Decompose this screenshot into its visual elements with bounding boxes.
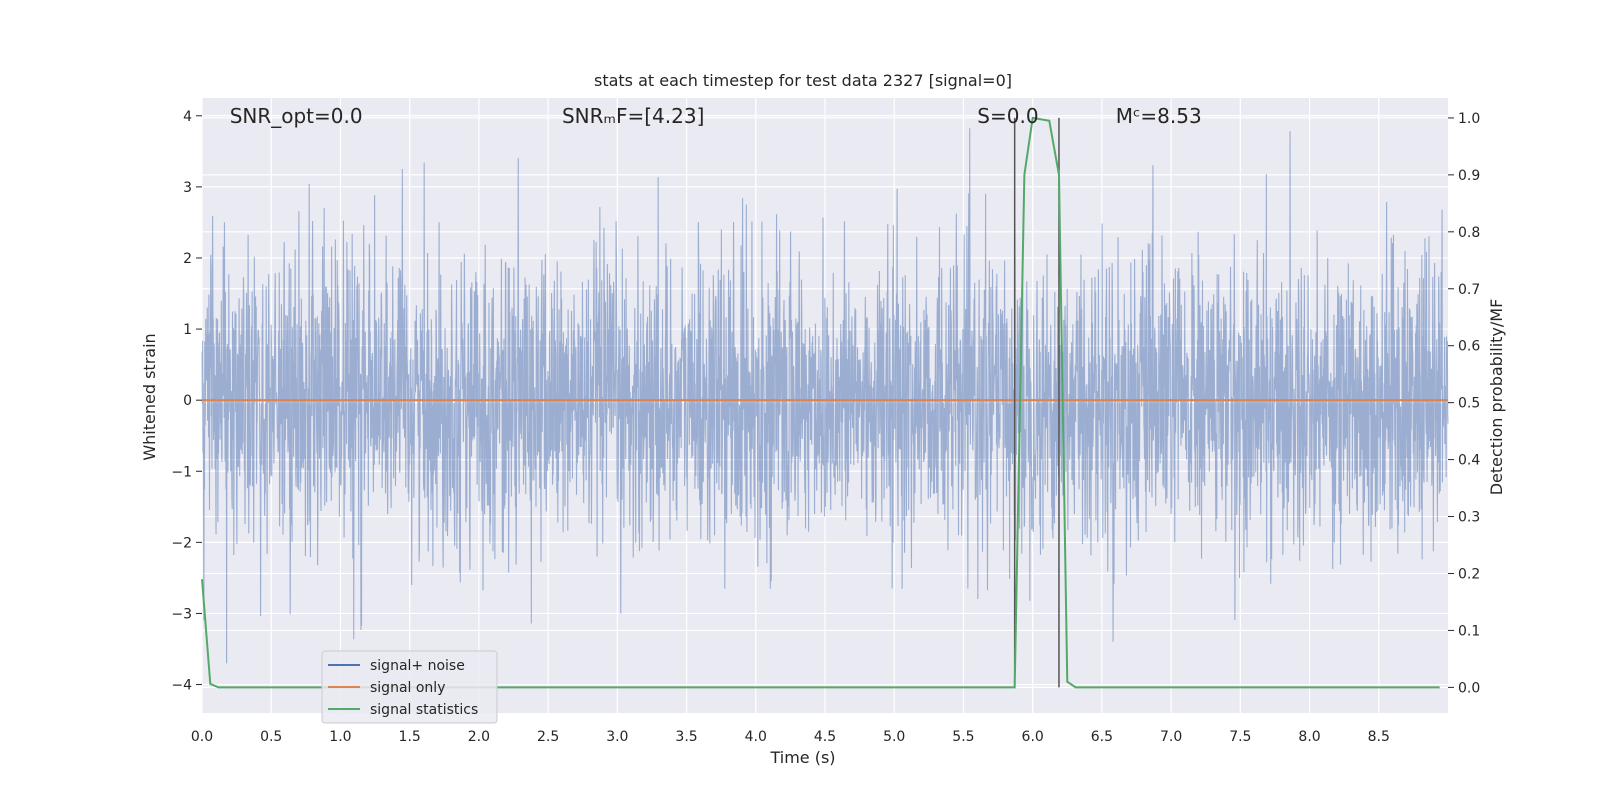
- x-tick-label: 5.5: [952, 729, 974, 745]
- x-tick-label: 1.5: [399, 729, 421, 745]
- legend: signal+ noise signal only signal statistic…: [321, 650, 498, 724]
- y2-tick-label: 0.7: [1458, 282, 1480, 298]
- y2-tick-label: 0.3: [1458, 510, 1480, 526]
- x-tick-label: 4.0: [745, 729, 767, 745]
- y-axis-right-label: Detection probability/MF: [1487, 299, 1506, 496]
- x-tick-label: 4.5: [814, 729, 836, 745]
- x-tick-label: 3.5: [675, 729, 697, 745]
- x-tick-label: 2.5: [537, 729, 559, 745]
- y2-tick-label: 0.9: [1458, 168, 1480, 184]
- x-tick-label: 0.0: [191, 729, 213, 745]
- y-tick-label: −2: [171, 535, 192, 551]
- y-axis-right-ticks: 1.0 0.9 0.8 0.7 0.6 0.5 0.4 0.3 0.2 0.1 0.0: [1448, 111, 1480, 696]
- noise-line: [201, 128, 1449, 664]
- series-signal-noise: [201, 128, 1449, 664]
- annotation-text: S=0.0: [977, 104, 1038, 128]
- x-tick-label: 7.0: [1160, 729, 1182, 745]
- x-tick-label: 8.5: [1368, 729, 1390, 745]
- y-tick-label: −3: [171, 606, 192, 622]
- y2-tick-label: 0.5: [1458, 396, 1480, 412]
- legend-box: [321, 650, 498, 724]
- y2-tick-label: 0.2: [1458, 566, 1480, 582]
- y2-tick-label: 0.6: [1458, 339, 1480, 355]
- legend-label: signal+ noise: [370, 658, 465, 674]
- chart-title: stats at each timestep for test data 232…: [594, 71, 1012, 90]
- x-tick-label: 6.0: [1022, 729, 1044, 745]
- x-tick-label: 6.5: [1091, 729, 1113, 745]
- signal-statistics-line: [201, 116, 1440, 689]
- legend-label: signal only: [370, 680, 445, 696]
- x-axis-ticks: 0.0 0.5 1.0 1.5 2.0 2.5 3.0 3.5 4.0 4.5 5.0 5.5 6.0 6…: [191, 729, 1390, 745]
- y-tick-label: 3: [183, 180, 192, 196]
- y-tick-label: 2: [183, 251, 192, 267]
- y-axis-left-label: Whitened strain: [140, 333, 159, 460]
- y-tick-label: −1: [171, 464, 192, 480]
- annotation-text: SNRₘF=[4.23]: [562, 104, 704, 128]
- x-tick-label: 1.0: [329, 729, 351, 745]
- y2-tick-label: 1.0: [1458, 111, 1480, 127]
- y2-tick-label: 0.1: [1458, 623, 1480, 639]
- x-tick-label: 5.0: [883, 729, 905, 745]
- annotation-text: Mᶜ=8.53: [1116, 104, 1202, 128]
- x-tick-label: 7.5: [1229, 729, 1251, 745]
- y2-tick-label: 0.0: [1458, 680, 1480, 696]
- x-tick-label: 3.0: [606, 729, 628, 745]
- series-signal-statistics: [201, 116, 1440, 689]
- y-tick-label: 4: [183, 109, 192, 125]
- x-tick-label: 8.0: [1298, 729, 1320, 745]
- x-tick-label: 0.5: [260, 729, 282, 745]
- annotation-text: SNR_opt=0.0: [230, 104, 363, 128]
- x-tick-label: 2.0: [468, 729, 490, 745]
- legend-label: signal statistics: [370, 702, 478, 718]
- y-tick-label: 0: [183, 393, 192, 409]
- y2-tick-label: 0.4: [1458, 453, 1480, 469]
- y-axis-left-ticks: 4 3 2 1 0 −1 −2 −3 −4: [171, 109, 202, 694]
- annotations: SNR_opt=0.0 SNRₘF=[4.23] S=0.0 Mᶜ=8.53: [230, 104, 1202, 128]
- x-axis-label: Time (s): [769, 748, 835, 767]
- y-tick-label: −4: [171, 678, 192, 694]
- y2-tick-label: 0.8: [1458, 225, 1480, 241]
- y-tick-label: 1: [183, 322, 192, 338]
